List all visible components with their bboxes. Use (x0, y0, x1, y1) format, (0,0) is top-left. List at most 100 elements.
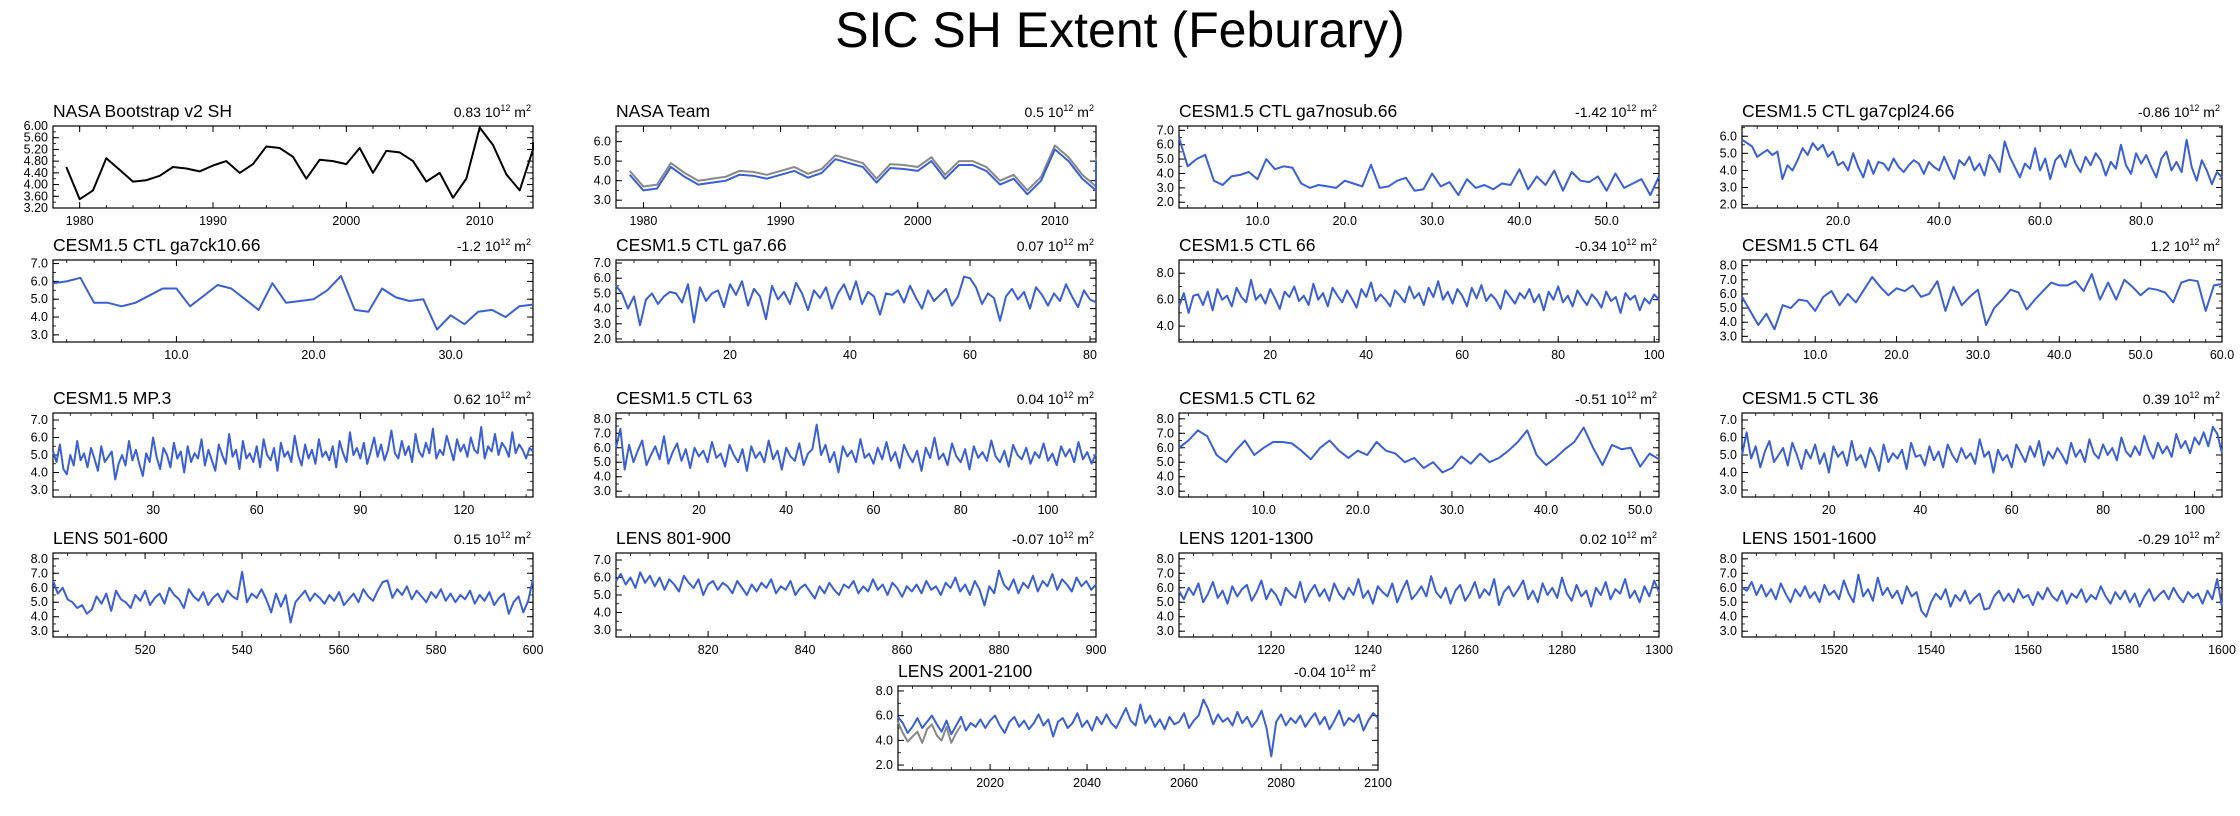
plot-frame (615, 552, 1097, 638)
x-tick-label: 2010 (1041, 214, 1069, 228)
x-tick-label: 30 (146, 503, 160, 517)
panel-title: CESM1.5 CTL 64 (1742, 235, 1879, 255)
x-tick-label: 1260 (1451, 643, 1479, 657)
chart-panel: LENS 501-600 0.15 1012 m2 3.04.05.06.07.08… (31, 528, 544, 657)
panel-title: CESM1.5 MP.3 (53, 388, 171, 408)
x-tick-label: 50.0 (1628, 503, 1652, 517)
x-tick-label: 600 (523, 643, 544, 657)
x-tick-label: 1990 (767, 214, 795, 228)
x-tick-label: 2000 (904, 214, 932, 228)
y-tick-label: 5.0 (594, 154, 611, 168)
series-line (52, 570, 534, 624)
chart-panel: CESM1.5 CTL 62 -0.51 1012 m2 3.04.05.06.07… (1157, 388, 1660, 517)
y-tick-label: 5.0 (31, 595, 48, 609)
series-line (52, 275, 534, 331)
x-tick-label: 20.0 (1346, 503, 1370, 517)
trend-label: 0.62 1012 m2 (454, 390, 531, 407)
trend-label: -0.51 1012 m2 (1575, 390, 1657, 407)
y-tick-label: 6.0 (31, 431, 48, 445)
y-tick-label: 6.00 (24, 119, 48, 133)
y-tick-label: 4.0 (31, 610, 48, 624)
y-tick-label: 5.0 (1720, 301, 1737, 315)
plot-frame (615, 125, 1097, 209)
y-tick-label: 5.0 (1157, 152, 1174, 166)
x-tick-label: 1560 (2014, 643, 2042, 657)
trend-label: -0.34 1012 m2 (1575, 237, 1657, 254)
x-tick-label: 2060 (1170, 776, 1198, 790)
x-tick-label: 560 (329, 643, 350, 657)
y-tick-label: 8.0 (876, 684, 893, 698)
y-tick-label: 6.0 (1157, 581, 1174, 595)
x-tick-label: 120 (454, 503, 475, 517)
plot-frame (615, 259, 1097, 343)
plot-frame (1741, 125, 2223, 209)
plot-frame (52, 259, 534, 343)
x-tick-label: 50.0 (1594, 214, 1618, 228)
x-tick-label: 40.0 (1534, 503, 1558, 517)
x-tick-label: 60 (963, 348, 977, 362)
trend-label: -0.29 1012 m2 (2138, 530, 2220, 547)
x-tick-label: 1600 (2208, 643, 2236, 657)
y-tick-label: 4.0 (1720, 163, 1737, 177)
y-tick-label: 7.0 (1157, 123, 1174, 137)
y-tick-label: 4.00 (24, 178, 48, 192)
chart-panel: LENS 1201-1300 0.02 1012 m2 3.04.05.06.07.… (1157, 528, 1673, 657)
y-tick-label: 4.0 (31, 466, 48, 480)
panel-title: CESM1.5 CTL 62 (1179, 388, 1316, 408)
x-tick-label: 2100 (1364, 776, 1392, 790)
y-tick-label: 3.0 (31, 328, 48, 342)
trend-label: -0.86 1012 m2 (2138, 103, 2220, 120)
x-tick-label: 20.0 (1826, 214, 1850, 228)
trend-label: 0.39 1012 m2 (2143, 390, 2220, 407)
y-tick-label: 4.0 (1157, 470, 1174, 484)
x-tick-label: 1540 (1917, 643, 1945, 657)
x-tick-label: 880 (989, 643, 1010, 657)
y-tick-label: 7.0 (31, 566, 48, 580)
x-tick-label: 2020 (976, 776, 1004, 790)
x-tick-label: 1240 (1354, 643, 1382, 657)
y-tick-label: 6.0 (1720, 581, 1737, 595)
x-tick-label: 60 (2005, 503, 2019, 517)
y-tick-label: 3.0 (1157, 181, 1174, 195)
y-tick-label: 6.0 (594, 571, 611, 585)
y-tick-label: 5.0 (594, 588, 611, 602)
chart-panel: LENS 801-900 -0.07 1012 m2 3.0 4.0 5.0 6.0 7.0… (594, 528, 1107, 657)
x-tick-label: 1990 (199, 214, 227, 228)
y-tick-label: 3.0 (594, 484, 611, 498)
x-tick-label: 30.0 (1420, 214, 1444, 228)
chart-panel: CESM1.5 CTL ga7cpl24.66 -0.86 1012 m2 2.0 3… (1720, 101, 2223, 228)
trend-label: -1.42 1012 m2 (1575, 103, 1657, 120)
series-line (52, 426, 534, 481)
y-tick-label: 4.0 (594, 302, 611, 316)
x-tick-label: 1580 (2111, 643, 2139, 657)
chart-panel: CESM1.5 CTL ga7nosub.66 -1.42 1012 m22.03… (1157, 101, 1660, 228)
series-line (615, 275, 1097, 327)
series-line (897, 698, 1379, 758)
panel-title: LENS 801-900 (616, 528, 731, 548)
y-tick-label: 4.40 (24, 166, 48, 180)
y-tick-label: 4.0 (1720, 315, 1737, 329)
x-tick-label: 60 (250, 503, 264, 517)
x-tick-label: 1980 (66, 214, 94, 228)
y-tick-label: 5.0 (1720, 595, 1737, 609)
y-tick-label: 3.60 (24, 189, 48, 203)
panel-title: CESM1.5 CTL ga7ck10.66 (53, 235, 261, 255)
trend-label: 0.5 1012 m2 (1024, 103, 1094, 120)
chart-panel: LENS 2001-2100 -0.04 1012 m2 2.0 4.0 6.0 8.0 2… (876, 661, 1392, 790)
y-tick-label: 6.0 (594, 441, 611, 455)
y-tick-label: 3.0 (1720, 483, 1737, 497)
y-tick-label: 5.0 (1720, 146, 1737, 160)
y-tick-label: 8.0 (31, 552, 48, 566)
y-tick-label: 7.0 (1720, 413, 1737, 427)
plot-frame (52, 125, 534, 209)
y-tick-label: 6.0 (1720, 431, 1737, 445)
y-tick-label: 3.0 (1157, 624, 1174, 638)
trend-label: 0.83 1012 m2 (454, 103, 531, 120)
y-tick-label: 4.0 (876, 733, 893, 747)
y-tick-label: 8.0 (1720, 552, 1737, 566)
y-tick-label: 5.0 (31, 448, 48, 462)
x-tick-label: 20 (1822, 503, 1836, 517)
y-tick-label: 6.0 (594, 135, 611, 149)
y-tick-label: 6.0 (31, 274, 48, 288)
plot-frame (1741, 552, 2223, 638)
